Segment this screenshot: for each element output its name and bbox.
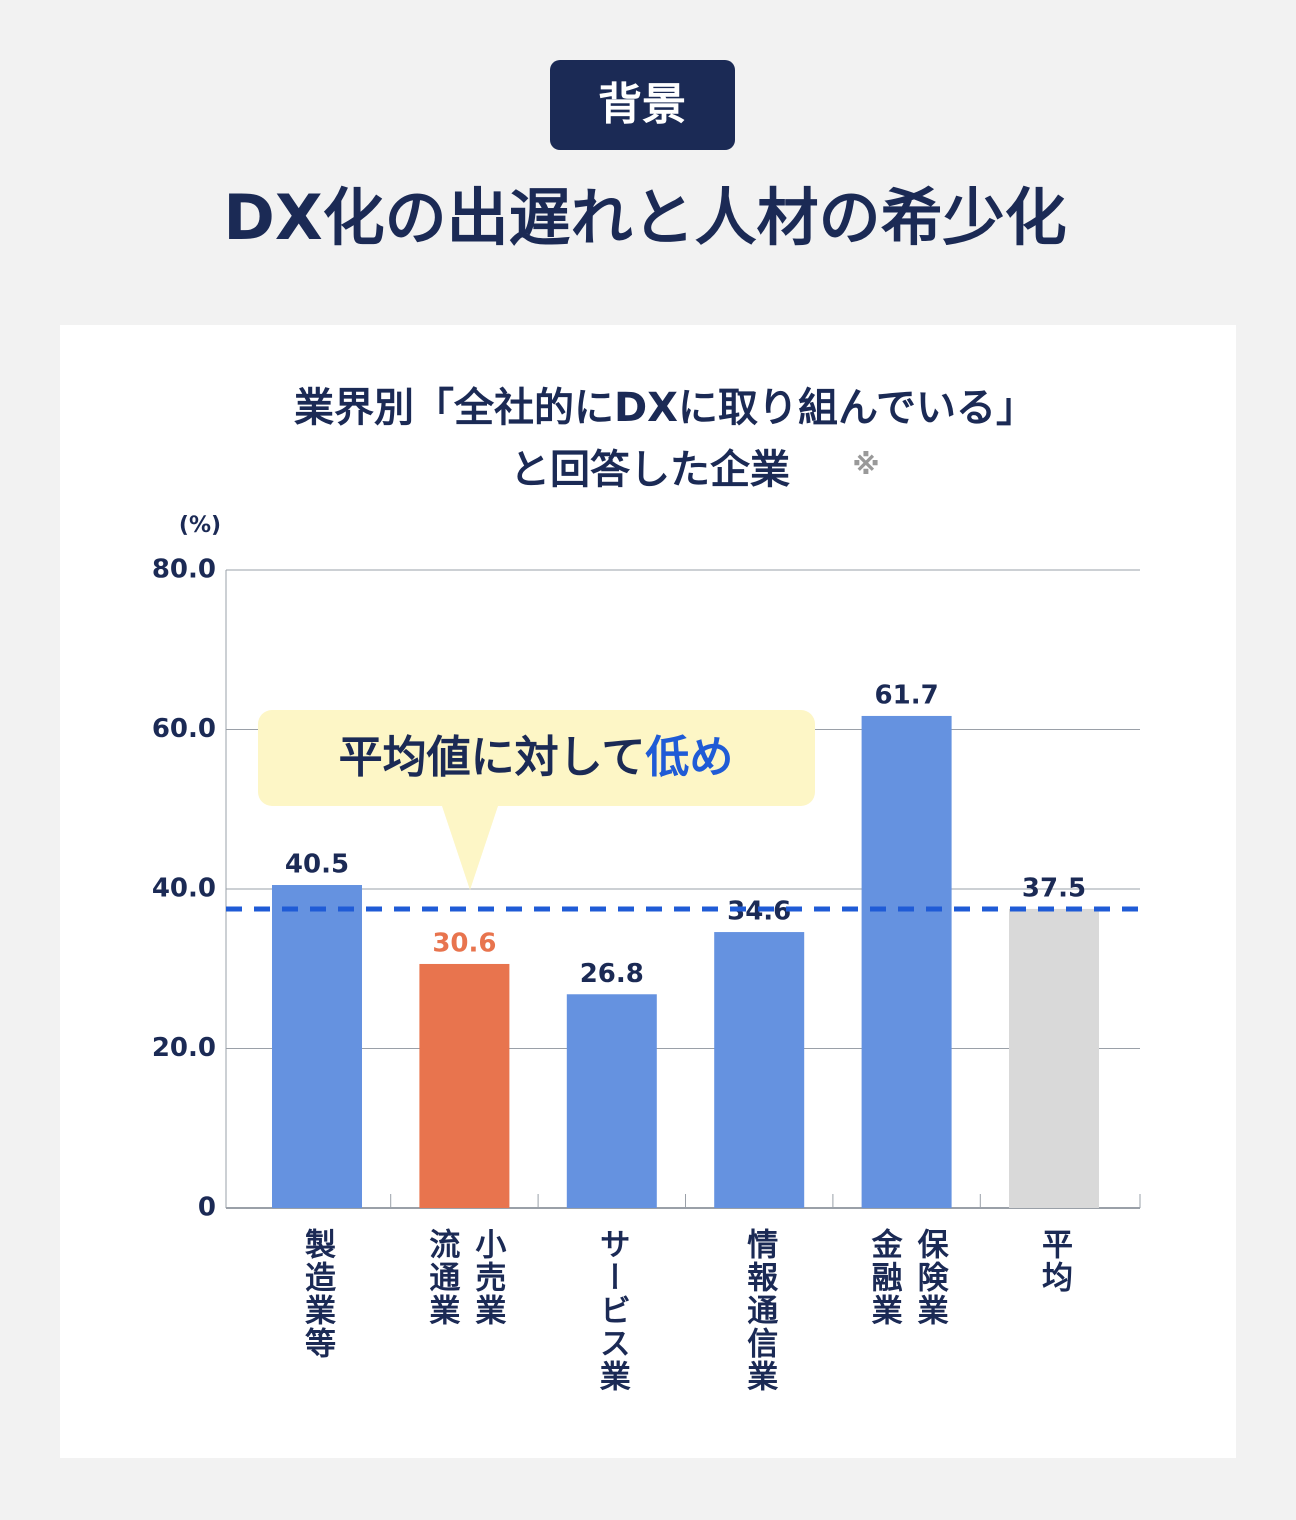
- bar: [272, 885, 362, 1208]
- x-tick-label: 情報通信業: [736, 1228, 782, 1393]
- panel: [60, 325, 1236, 1458]
- x-tick-label: 小売業 流通業: [423, 1228, 506, 1327]
- x-tick-label: サービス業: [589, 1228, 635, 1393]
- y-tick-label: 60.0: [152, 714, 216, 744]
- bar: [1009, 908, 1099, 1208]
- title-note: ※: [852, 448, 879, 481]
- callout-text: 平均値に対して低め: [339, 732, 734, 783]
- page-title: DX化の出遅れと人材の希少化: [223, 181, 1066, 254]
- y-tick-label: 0: [198, 1193, 216, 1223]
- value-label: 26.8: [580, 959, 644, 989]
- value-label: 40.5: [285, 850, 349, 880]
- value-label: 61.7: [875, 680, 939, 710]
- bar: [861, 715, 952, 1208]
- bar: [714, 932, 805, 1208]
- value-label: 34.6: [727, 897, 791, 927]
- y-unit: (%): [179, 513, 221, 538]
- value-label: 30.6: [432, 928, 496, 958]
- y-tick-label: 40.0: [152, 874, 216, 904]
- value-label: 37.5: [1022, 873, 1086, 903]
- chart-title: と回答した企業: [510, 447, 790, 493]
- callout-text-main: 平均値に対して: [339, 732, 646, 783]
- y-tick-label: 20.0: [152, 1033, 216, 1063]
- bar: [566, 994, 657, 1208]
- bar: [419, 963, 510, 1208]
- callout-box: [258, 710, 815, 806]
- badge: 背景: [598, 79, 686, 130]
- callout-highlight: 低め: [645, 732, 733, 783]
- callout-pointer: [440, 800, 500, 890]
- chart-title: 業界別「全社的にDXに取り組んでいる」: [294, 385, 1036, 431]
- y-tick-label: 80.0: [152, 555, 216, 585]
- x-tick-label: 保険業 金融業: [865, 1228, 948, 1327]
- x-tick-label: 平均: [1036, 1228, 1072, 1294]
- badge-box: [550, 60, 735, 150]
- x-tick-label: 製造業等: [294, 1228, 340, 1360]
